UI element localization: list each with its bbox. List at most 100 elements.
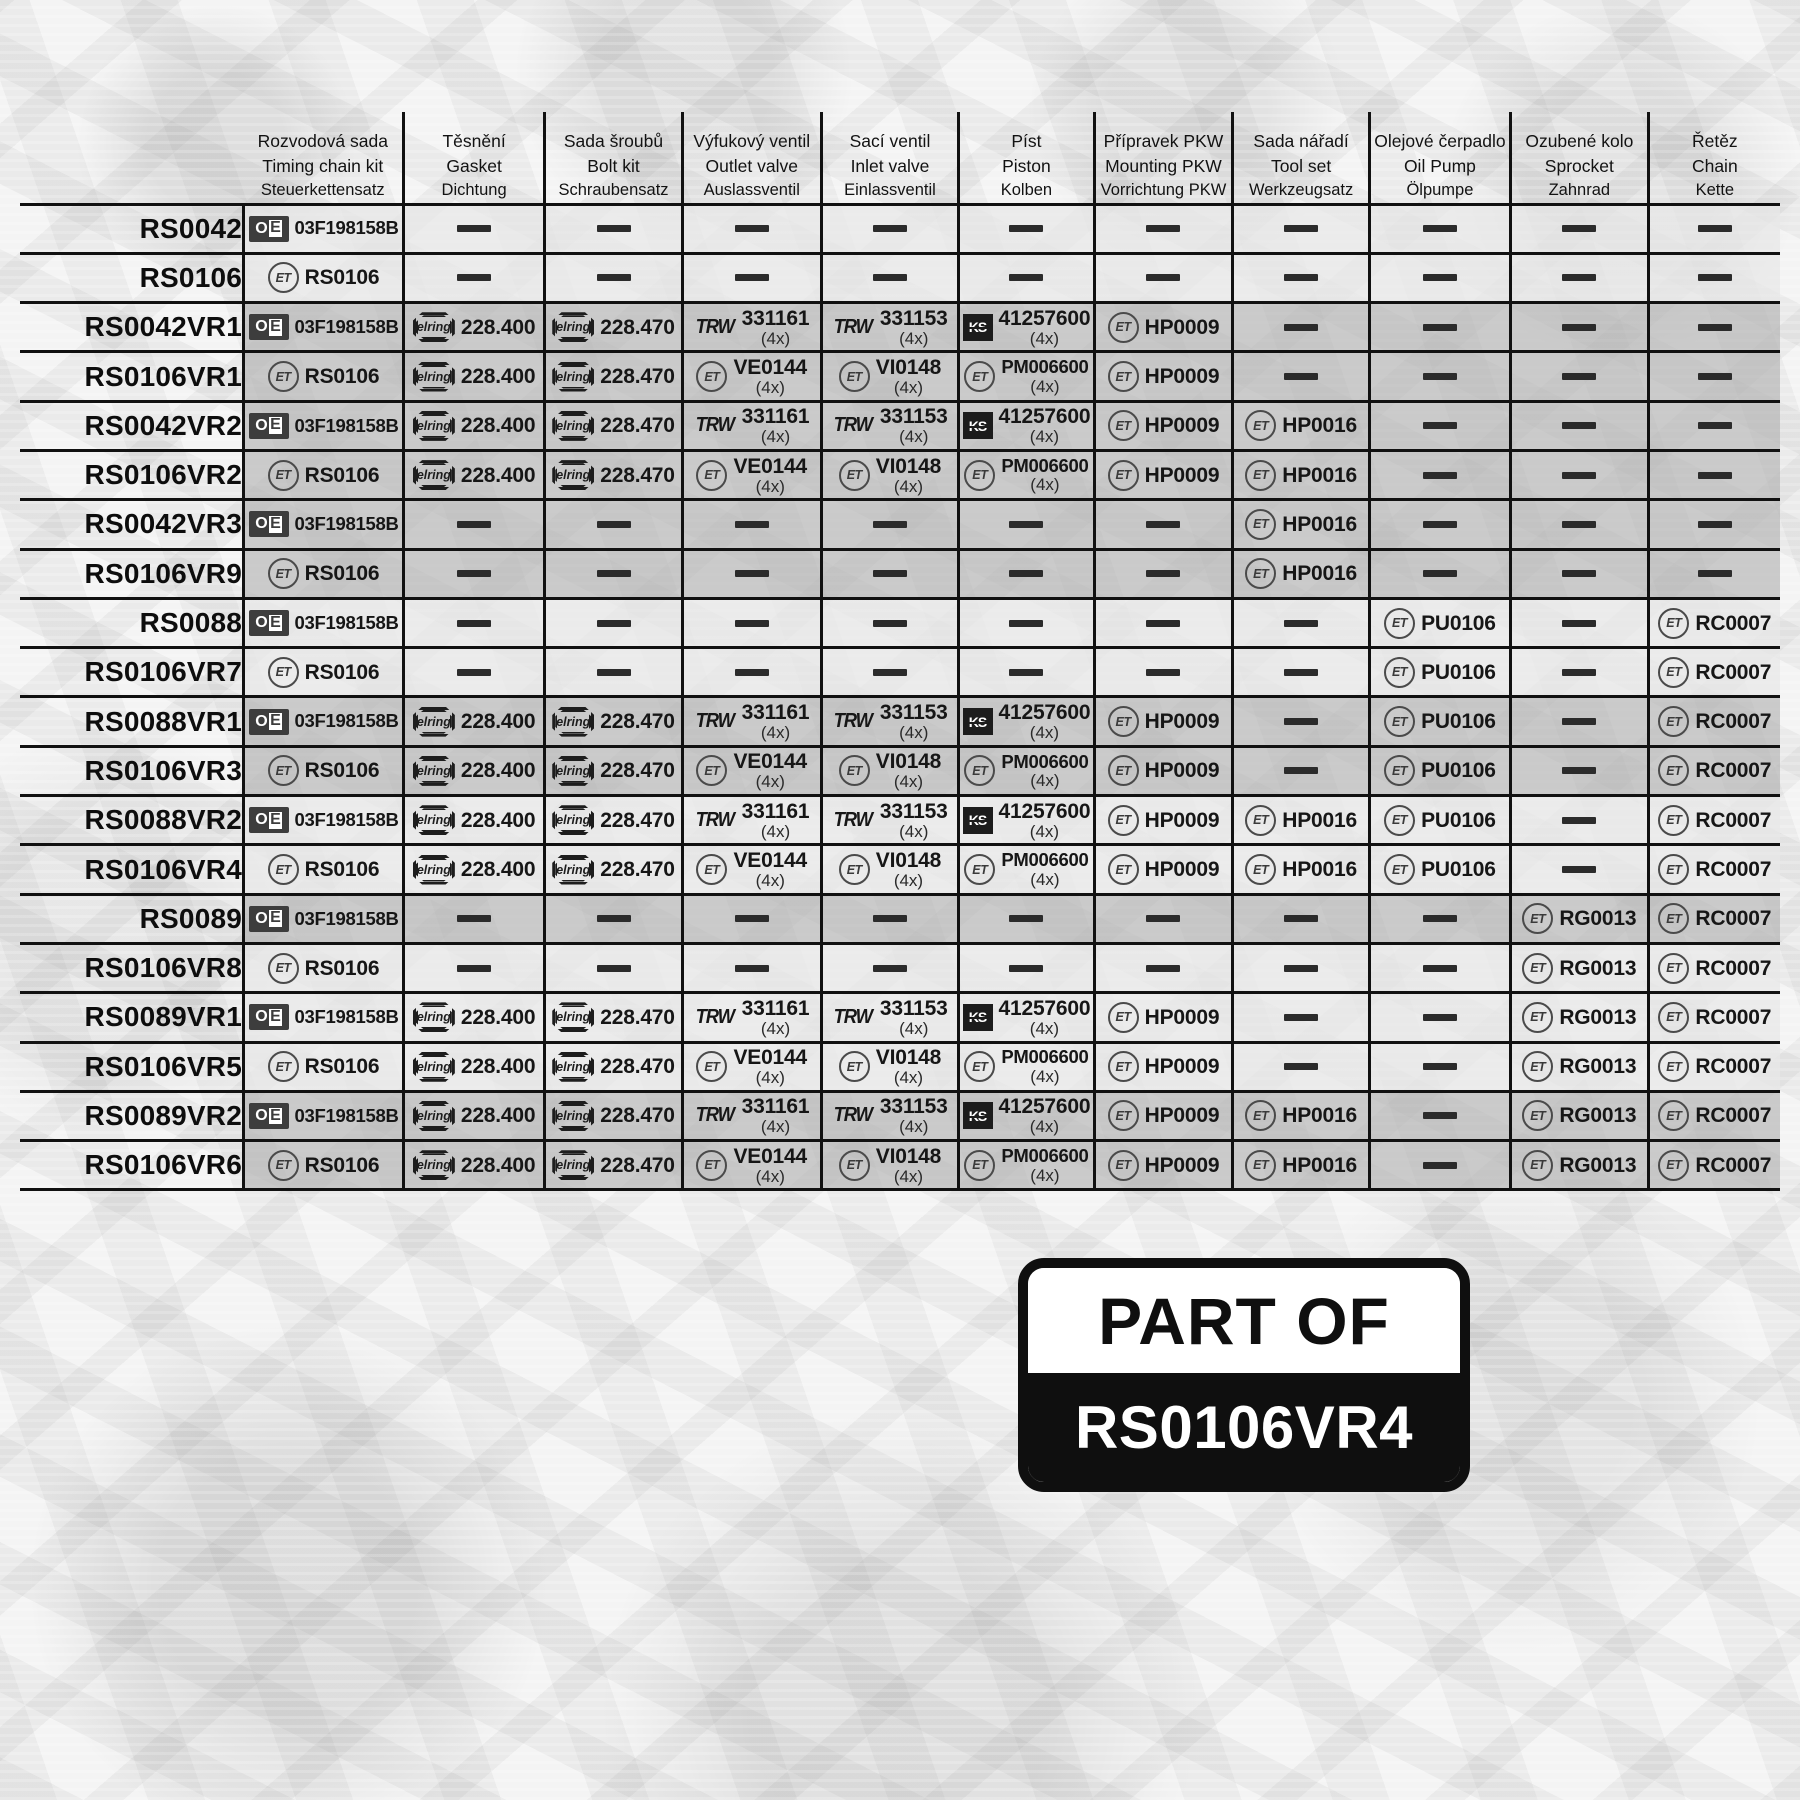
matrix-cell <box>1509 301 1649 352</box>
part-number: PM006600 <box>1001 356 1089 378</box>
part-number-group: 331161 (4x) <box>742 801 810 840</box>
matrix-cell: ET RC0007 <box>1646 1139 1780 1192</box>
not-included-dash-icon <box>1697 225 1732 233</box>
part-quantity: (4x) <box>893 1166 924 1186</box>
cell-content: ET RC0007 <box>1650 1149 1780 1181</box>
not-included-dash-icon <box>734 619 769 627</box>
column-header-cs: Ozubené kolo <box>1525 131 1634 152</box>
row-kit-number: RS0106VR3 <box>20 744 244 796</box>
part-number-group: RC0007 <box>1695 760 1771 781</box>
part-quantity: (4x) <box>760 821 791 841</box>
part-number: 03F198158B <box>294 217 399 239</box>
cell-content <box>1096 668 1232 676</box>
part-number: PM006600 <box>1001 1145 1089 1167</box>
part-number: HP0009 <box>1144 463 1220 487</box>
cell-content: ET RS0106 <box>245 656 402 688</box>
part-number-group: 331153 (4x) <box>880 998 948 1037</box>
column-header-de: Schraubensatz <box>558 181 669 200</box>
part-quantity: (4x) <box>893 772 924 792</box>
matrix-cell <box>1646 399 1780 451</box>
cell-content: O E 03F198158B <box>245 215 402 242</box>
cell-content: ET RS0106 <box>245 459 402 491</box>
part-number: RC0007 <box>1695 759 1772 783</box>
cell-content: TRW 331153 (4x) <box>823 702 958 741</box>
part-number: 03F198158B <box>294 611 399 633</box>
cell-content <box>1234 668 1367 676</box>
part-number-group: HP0009 <box>1145 1007 1220 1028</box>
cell-content: KS 41257600 (4x) <box>960 1096 1092 1135</box>
cell-content <box>1650 274 1780 282</box>
column-header-cs: Rozvodová sada <box>257 131 388 152</box>
et-brand-icon: ET <box>1522 1001 1554 1033</box>
part-number: 228.470 <box>600 710 675 734</box>
column-header-de: Ölpumpe <box>1406 181 1474 200</box>
et-brand-icon: ET <box>1107 311 1139 343</box>
part-number: 228.400 <box>460 414 536 438</box>
not-included-dash-icon <box>872 225 907 233</box>
not-included-dash-icon <box>734 915 769 923</box>
matrix-cell <box>543 596 683 648</box>
matrix-cell <box>1509 695 1649 747</box>
cell-content <box>960 619 1092 627</box>
not-included-dash-icon <box>1422 520 1457 528</box>
cell-content: ET RG0013 <box>1512 1100 1647 1132</box>
matrix-cell: elring 228.400 <box>402 794 545 845</box>
matrix-cell <box>1367 251 1511 303</box>
matrix-cell: ET VI0148 (4x) <box>819 448 959 500</box>
part-number: RS0106 <box>304 1153 380 1177</box>
cell-content: O E 03F198158B <box>245 905 402 932</box>
cell-content <box>1650 373 1780 381</box>
part-number-group: HP0009 <box>1145 810 1220 831</box>
part-number-group: VE0144 (4x) <box>733 357 807 396</box>
part-number-group: 331161 (4x) <box>742 998 810 1037</box>
part-number-group: RG0013 <box>1559 908 1636 929</box>
not-included-dash-icon <box>1422 373 1457 381</box>
matrix-cell: ET VE0144 (4x) <box>680 843 822 895</box>
not-included-dash-icon <box>1562 225 1597 233</box>
matrix-cell: ET HP0016 <box>1231 1139 1370 1192</box>
cell-content <box>1512 816 1647 824</box>
not-included-dash-icon <box>1562 274 1597 282</box>
part-number: 331153 <box>879 306 948 330</box>
matrix-cell <box>819 251 959 303</box>
cell-content: ET RC0007 <box>1650 1100 1780 1132</box>
et-brand-icon: ET <box>1658 952 1690 984</box>
matrix-cell <box>819 941 959 993</box>
cell-content <box>1650 570 1780 578</box>
matrix-cell: ET HP0016 <box>1231 843 1370 895</box>
table-row: RS0106VR4 ET RS0106 elring 228.400 elring 228.… <box>20 843 1780 895</box>
cell-content <box>1371 274 1509 282</box>
table-row: RS0106VR6 ET RS0106 elring 228.400 elring 228.… <box>20 1139 1780 1192</box>
matrix-cell <box>1646 448 1780 500</box>
cell-content <box>823 225 958 233</box>
elring-brand-icon: elring <box>412 755 455 786</box>
cell-content: elring 228.470 <box>546 1150 681 1181</box>
part-number-group: RC0007 <box>1695 1155 1771 1176</box>
not-included-dash-icon <box>596 520 631 528</box>
matrix-cell: ET RC0007 <box>1646 991 1780 1043</box>
not-included-dash-icon <box>1284 274 1319 282</box>
part-number: 331153 <box>879 701 948 725</box>
part-number-group: VI0148 (4x) <box>876 1146 942 1186</box>
not-included-dash-icon <box>1562 866 1597 873</box>
matrix-cell: ET PU0106 <box>1367 646 1511 697</box>
matrix-cell <box>957 251 1095 303</box>
matrix-cell: ET RG0013 <box>1509 1089 1649 1141</box>
cell-content: ET VE0144 (4x) <box>684 751 820 790</box>
table-row: RS0106VR1 ET RS0106 elring 228.400 elring 228.… <box>20 350 1780 402</box>
matrix-cell <box>402 202 545 254</box>
table-row: RS0106 ET RS0106 <box>20 251 1780 303</box>
cell-content <box>960 570 1092 578</box>
cell-content <box>960 274 1092 282</box>
part-number: 228.400 <box>460 1055 536 1079</box>
part-number-group: PM006600 (4x) <box>1001 456 1088 493</box>
matrix-cell: ET VI0148 (4x) <box>819 744 959 796</box>
not-included-dash-icon <box>1284 718 1319 726</box>
column-header-en: Piston <box>1002 156 1051 177</box>
matrix-cell: ET PM006600 (4x) <box>957 350 1095 402</box>
elring-brand-icon: elring <box>552 460 595 491</box>
matrix-cell: O E 03F198158B <box>242 991 404 1043</box>
part-number: 228.470 <box>600 1055 675 1079</box>
cell-content: ET VI0148 (4x) <box>823 357 958 396</box>
